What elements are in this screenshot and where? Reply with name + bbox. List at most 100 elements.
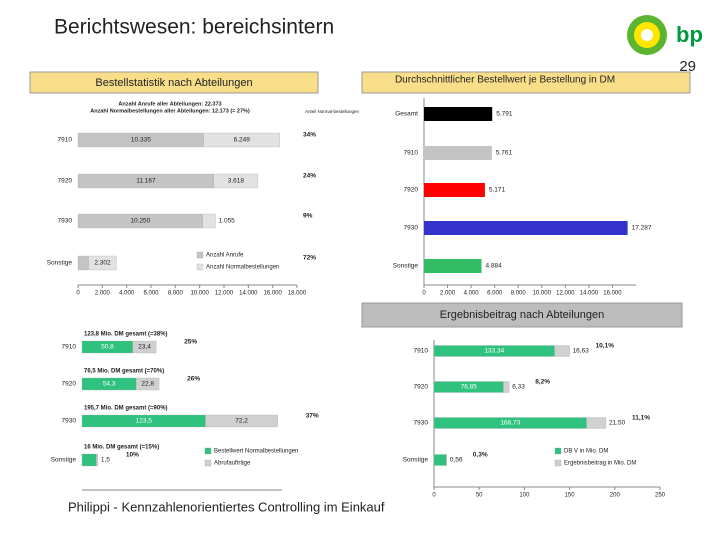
legend-swatch — [196, 251, 204, 259]
legend-swatch — [196, 263, 204, 271]
value-label: 1,5 — [101, 457, 110, 464]
bar — [424, 107, 493, 121]
x-tick-label: 50 — [476, 493, 483, 499]
category-label: 7930 — [404, 225, 419, 232]
category-label: 7910 — [62, 344, 77, 351]
x-tick-label: 10.000 — [533, 291, 552, 297]
bar-segment — [433, 454, 447, 466]
x-tick-label: 14.000 — [580, 291, 599, 297]
value-label: 22,8 — [141, 381, 154, 388]
value-label: 16,63 — [573, 348, 590, 355]
bar-segment — [205, 414, 278, 428]
footer: Philippi - Kennzahlenorientiertes Contro… — [68, 499, 385, 514]
annotation: 26% — [187, 376, 200, 383]
x-tick-label: 16.000 — [263, 291, 282, 297]
value-label: 14,4 — [99, 457, 112, 464]
category-label: 7930 — [414, 420, 429, 427]
category-label: Gesamt — [395, 111, 418, 118]
value-label: 5.791 — [496, 111, 513, 118]
annotation: 72% — [303, 255, 316, 262]
annotation: 10% — [126, 452, 139, 459]
annotation: 10,1% — [596, 343, 615, 350]
x-tick-label: 12.000 — [556, 291, 575, 297]
annotation: 0,3% — [473, 452, 488, 459]
category-label: 7920 — [62, 381, 77, 388]
x-tick-label: 100 — [519, 493, 530, 499]
annotation: 25% — [184, 339, 197, 346]
slide-title: Berichtswesen: bereichsintern — [54, 16, 334, 39]
category-label: Sonstige — [403, 457, 429, 464]
logo: bp — [627, 15, 703, 55]
category-label: 7930 — [58, 218, 73, 225]
legend-swatch — [204, 459, 212, 467]
value-label: 11.167 — [136, 178, 156, 185]
bar-segment — [96, 453, 99, 467]
value-label: 3.618 — [228, 178, 245, 185]
value-label: 133,34 — [484, 348, 504, 355]
legend-swatch — [554, 447, 562, 455]
value-label: 76,85 — [461, 384, 478, 391]
x-tick-label: 8.000 — [168, 291, 184, 297]
annotation: 34% — [303, 132, 316, 139]
header-box — [29, 71, 319, 94]
bar — [424, 183, 485, 197]
category-label: Sonstige — [51, 457, 77, 464]
category-label: 7920 — [404, 187, 419, 194]
value-label: 50,8 — [101, 344, 114, 351]
bar-segment — [132, 340, 157, 354]
logo-sun-core — [641, 29, 653, 41]
bar-segment — [203, 132, 280, 148]
category-label: 7920 — [58, 178, 73, 185]
annotation: 8,2% — [535, 379, 550, 386]
bar-segment — [202, 213, 216, 229]
category-label: 7910 — [404, 150, 419, 157]
annotation: 11,1% — [632, 415, 650, 422]
group-label: 76,5 Mio. DM gesamt (=70%) — [84, 369, 164, 375]
x-tick-label: 0 — [76, 291, 80, 297]
bar-segment — [554, 345, 570, 357]
bar-segment — [446, 454, 447, 466]
x-tick-label: 12.000 — [215, 291, 234, 297]
annotation: 9% — [303, 213, 313, 220]
bar — [424, 221, 628, 235]
bar-segment — [88, 255, 117, 271]
x-tick-label: 8.000 — [511, 291, 527, 297]
legend-swatch — [554, 459, 562, 467]
bar — [424, 259, 482, 273]
bar-segment — [77, 255, 89, 271]
value-label: 1.055 — [219, 218, 236, 225]
annotation: 24% — [303, 173, 316, 180]
group-label: 195,7 Mio. DM gesamt (=90%) — [84, 406, 168, 412]
legend-label: Anzahl Normalbestellungen — [206, 265, 279, 271]
x-tick-label: 0 — [432, 493, 436, 499]
value-label: 4.884 — [486, 263, 503, 270]
x-tick-label: 4.000 — [464, 291, 480, 297]
x-tick-label: 6.000 — [143, 291, 159, 297]
x-tick-label: 16.000 — [603, 291, 622, 297]
subtitle: Anzahl Normalbestellungen aller Abteilun… — [90, 108, 250, 114]
bar-segment — [503, 381, 510, 393]
x-tick-label: 14.000 — [239, 291, 258, 297]
value-label: 13,58 — [449, 457, 466, 464]
x-tick-label: 4.000 — [119, 291, 135, 297]
x-tick-label: 250 — [655, 493, 666, 499]
bar-segment — [136, 377, 160, 391]
category-label: 7910 — [414, 348, 429, 355]
header-box — [361, 302, 683, 328]
group-label: 123,8 Mio. DM gesamt (=38%) — [84, 332, 168, 338]
category-label: 7930 — [62, 418, 77, 425]
legend-label: Ergebnisbeitrag in Mio. DM — [564, 461, 636, 467]
x-tick-label: 2.000 — [95, 291, 111, 297]
value-label: 10.335 — [131, 137, 151, 144]
annotation: 37% — [306, 413, 319, 420]
chart-title: Ergebnisbeitrag nach Abteilungen — [440, 309, 605, 321]
x-tick-label: 0 — [422, 291, 426, 297]
category-label: 7910 — [58, 137, 73, 144]
value-label: 5.171 — [489, 187, 506, 194]
value-label: 54,3 — [103, 381, 116, 388]
value-label: 0,56 — [450, 457, 463, 464]
bar — [424, 146, 492, 160]
legend-label: Bestellwert Normalbestellungen — [214, 449, 298, 455]
